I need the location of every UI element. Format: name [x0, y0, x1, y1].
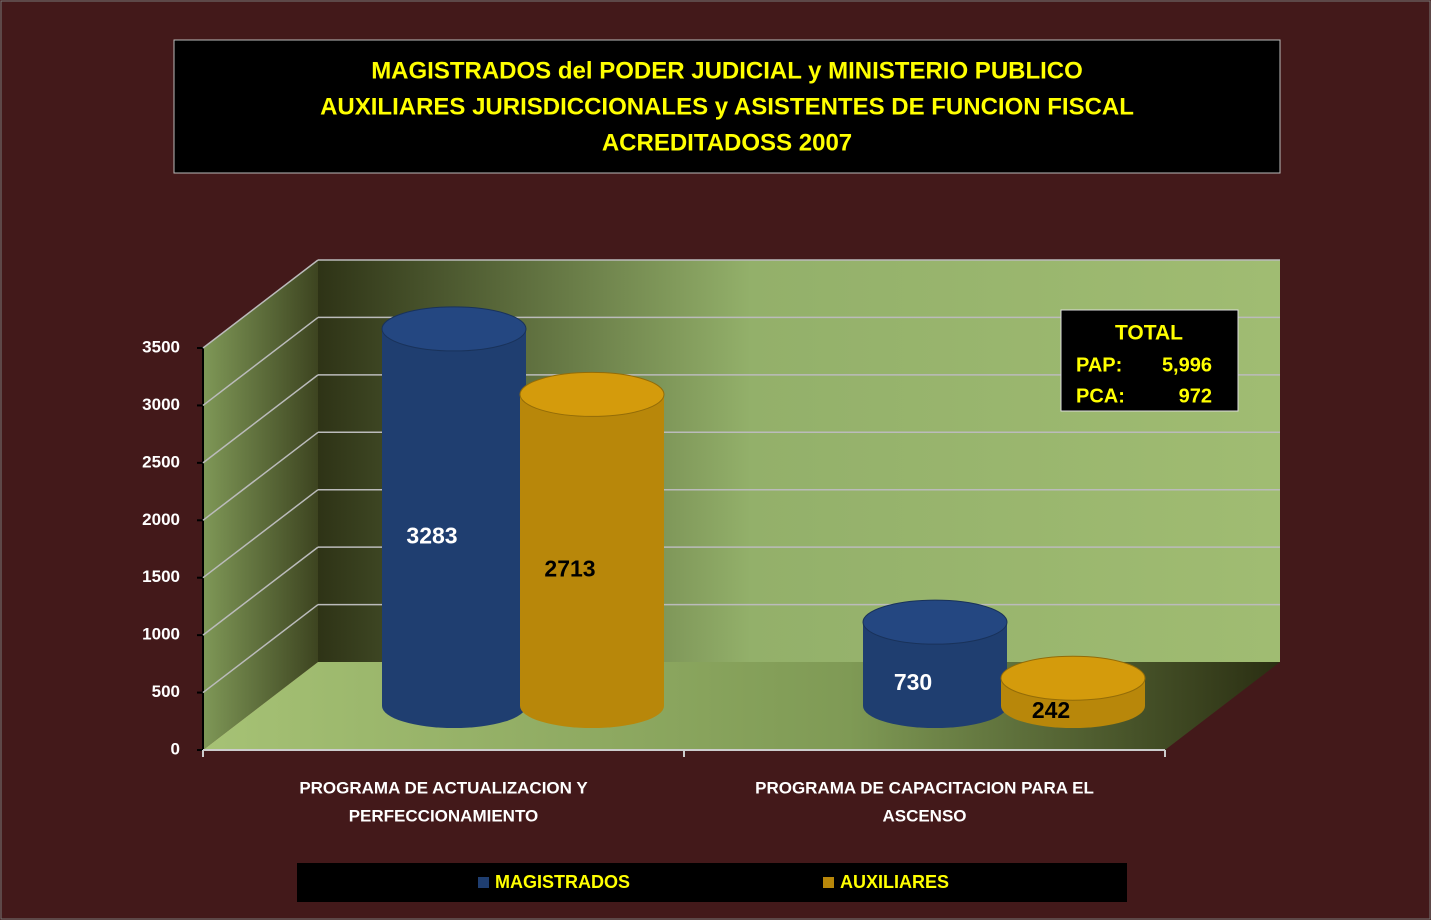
x-tick-label: PERFECCIONAMIENTO	[349, 806, 539, 825]
chart-title: ACREDITADOSS 2007	[602, 129, 852, 156]
cylinder-top	[1000, 655, 1146, 701]
cylinder-body	[863, 622, 1007, 728]
grid-line	[202, 489, 319, 579]
legend-label: AUXILIARES	[840, 872, 949, 892]
grid-line	[202, 316, 319, 407]
grid-line	[202, 259, 319, 349]
annotation-box	[1060, 309, 1239, 412]
title-box	[173, 39, 1281, 174]
y-tick-label: 1000	[142, 625, 180, 644]
legend-swatch	[823, 877, 834, 888]
y-tick-label: 500	[152, 682, 180, 701]
cylinder-top	[862, 599, 1008, 645]
cylinder-body	[382, 328, 526, 728]
annotation-label: PCA:	[1076, 385, 1125, 407]
grid-line	[202, 374, 319, 464]
cylinder-top	[381, 306, 527, 352]
chart-title: MAGISTRADOS del PODER JUDICIAL y MINISTE…	[371, 57, 1083, 84]
y-tick-label: 3500	[142, 337, 180, 356]
x-tick-label: ASCENSO	[882, 806, 966, 825]
annotation-value: 5,996	[1162, 354, 1212, 376]
cylinder-body	[520, 394, 664, 728]
annotation-label: PAP:	[1076, 354, 1122, 376]
x-tick-label: PROGRAMA DE CAPACITACION PARA EL	[755, 778, 1094, 797]
grid-line	[202, 603, 319, 694]
value-label: 2713	[544, 555, 595, 581]
y-tick-label: 1500	[142, 567, 180, 586]
grid-line	[202, 431, 319, 521]
legend-swatch	[478, 877, 489, 888]
chart-title: AUXILIARES JURISDICCIONALES y ASISTENTES…	[320, 93, 1134, 120]
x-tick-label: PROGRAMA DE ACTUALIZACION Y	[299, 778, 588, 797]
annotation-value: 972	[1179, 385, 1212, 407]
y-tick-label: 2500	[142, 452, 180, 471]
cylinder-top	[519, 371, 665, 417]
y-tick-label: 0	[171, 739, 180, 758]
value-label: 242	[1032, 697, 1070, 723]
grid-line	[202, 546, 319, 636]
annotation-title: TOTAL	[1115, 322, 1183, 345]
legend-box	[297, 863, 1127, 902]
value-label: 3283	[406, 523, 457, 549]
y-tick-label: 3000	[142, 395, 180, 414]
value-label: 730	[894, 669, 932, 695]
legend-label: MAGISTRADOS	[495, 872, 630, 892]
y-tick-label: 2000	[142, 510, 180, 529]
